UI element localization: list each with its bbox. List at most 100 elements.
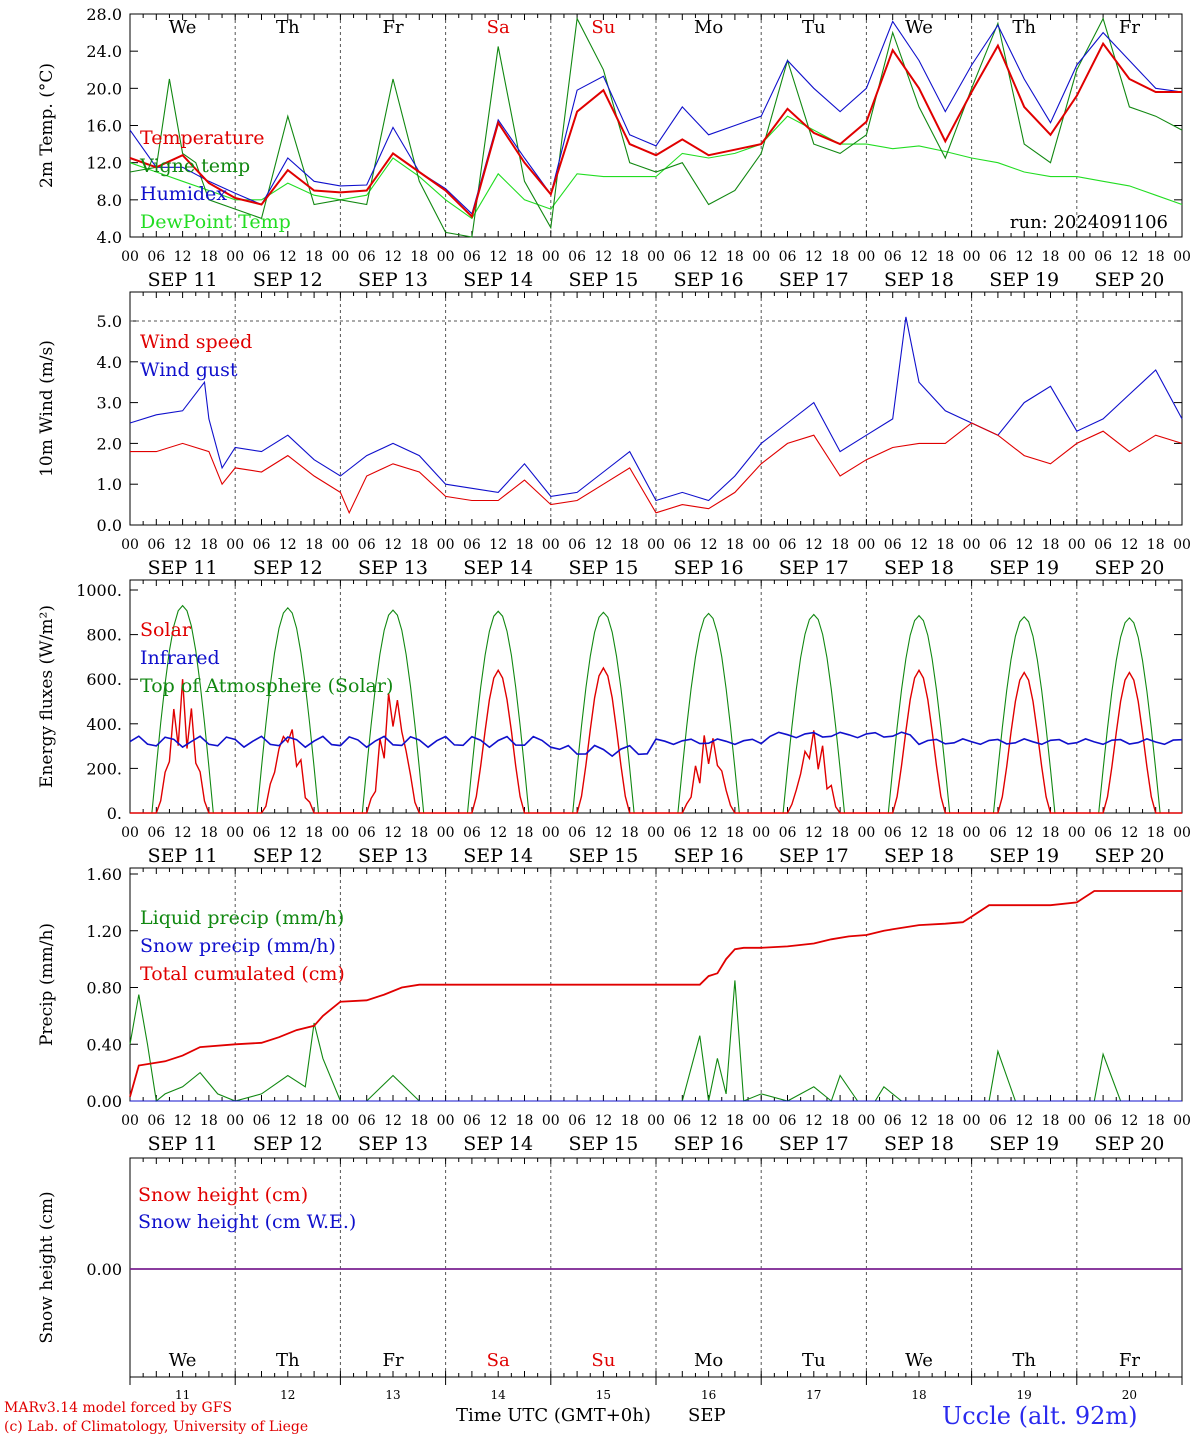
hour-label: 00	[963, 825, 981, 841]
hour-label: 00	[963, 537, 981, 553]
footer-time-label: Time UTC (GMT+0h)	[456, 1405, 651, 1426]
date-label: SEP 12	[253, 845, 323, 867]
hour-label: 12	[279, 537, 297, 553]
hour-label: 18	[516, 1113, 534, 1129]
y-axis-label: Snow height (cm)	[37, 1191, 57, 1343]
weekday-label: Su	[591, 1350, 615, 1371]
hour-label: 00	[857, 537, 875, 553]
date-label: SEP 13	[358, 1133, 428, 1155]
hour-label: 00	[857, 1113, 875, 1129]
hour-label: 00	[226, 1113, 244, 1129]
hour-label: 18	[516, 249, 534, 265]
footer-model: MARv3.14 model forced by GFS	[4, 1400, 233, 1416]
date-label: SEP 18	[884, 1133, 954, 1155]
date-label: SEP 13	[358, 557, 428, 579]
hour-label: 00	[226, 825, 244, 841]
hour-label: 18	[831, 249, 849, 265]
hour-label: 18	[200, 249, 218, 265]
legend-entry: Temperature	[140, 127, 264, 149]
hour-label: 00	[331, 249, 349, 265]
weekday-label: We	[169, 1350, 197, 1371]
hour-label: 18	[621, 825, 639, 841]
hour-label: 12	[1015, 537, 1033, 553]
hour-label: 00	[1068, 825, 1086, 841]
hour-label: 18	[516, 825, 534, 841]
series-solar	[130, 666, 1182, 814]
y-tick-label: 8.0	[97, 191, 122, 210]
hour-label: 12	[174, 1113, 192, 1129]
day-number-label: 12	[280, 1388, 295, 1402]
hour-label: 12	[700, 249, 718, 265]
hour-label: 00	[542, 1113, 560, 1129]
hour-label: 18	[936, 537, 954, 553]
weekday-label: We	[905, 1350, 933, 1371]
y-tick-label: 24.0	[86, 42, 122, 61]
date-label: SEP 20	[1094, 1133, 1164, 1155]
hour-label: 00	[121, 249, 139, 265]
weekday-label: We	[169, 17, 197, 38]
y-tick-label: 0.80	[86, 979, 122, 998]
hour-label: 18	[200, 825, 218, 841]
hour-label: 06	[568, 537, 586, 553]
hour-label: 00	[542, 537, 560, 553]
date-label: SEP 11	[148, 1133, 218, 1155]
date-label: SEP 16	[674, 1133, 744, 1155]
weekday-label: We	[905, 17, 933, 38]
legend-entry: Wind speed	[140, 331, 252, 353]
hour-label: 06	[884, 825, 902, 841]
hour-label: 00	[542, 825, 560, 841]
hour-label: 06	[1094, 537, 1112, 553]
hour-label: 00	[647, 1113, 665, 1129]
date-label: SEP 15	[568, 1133, 638, 1155]
hour-label: 06	[989, 249, 1007, 265]
hour-label: 12	[805, 825, 823, 841]
hour-label: 06	[989, 825, 1007, 841]
date-label: SEP 11	[148, 269, 218, 291]
legend-entry: Infrared	[140, 647, 220, 669]
weekday-label: Tu	[802, 17, 826, 38]
hour-label: 18	[936, 825, 954, 841]
hour-label: 18	[200, 1113, 218, 1129]
weekday-label: Mo	[694, 1350, 723, 1371]
date-label: SEP 15	[568, 269, 638, 291]
date-label: SEP 15	[568, 557, 638, 579]
weekday-label: Mo	[694, 17, 723, 38]
weekday-label: Th	[1012, 17, 1036, 38]
series-0	[130, 422, 1183, 515]
hour-label: 00	[331, 1113, 349, 1129]
hour-label: 06	[463, 249, 481, 265]
hour-label: 06	[358, 1113, 376, 1129]
hour-label: 06	[358, 825, 376, 841]
hour-label: 18	[831, 825, 849, 841]
date-label: SEP 12	[253, 1133, 323, 1155]
hour-label: 18	[1147, 1113, 1165, 1129]
legend-entry: Snow height (cm)	[138, 1184, 308, 1206]
date-label: SEP 16	[674, 557, 744, 579]
date-label: SEP 13	[358, 845, 428, 867]
hour-label: 06	[673, 537, 691, 553]
hour-label: 00	[647, 825, 665, 841]
day-number-label: 13	[385, 1388, 400, 1402]
date-label: SEP 19	[989, 269, 1059, 291]
hour-label: 18	[726, 825, 744, 841]
hour-label: 06	[463, 825, 481, 841]
hour-label: 00	[752, 537, 770, 553]
hour-label: 06	[253, 249, 271, 265]
hour-label: 06	[884, 249, 902, 265]
y-tick-label: 1.20	[86, 922, 122, 941]
hour-label: 18	[936, 1113, 954, 1129]
hour-label: 00	[437, 825, 455, 841]
day-number-label: 14	[491, 1388, 507, 1402]
y-tick-label: 16.0	[86, 117, 122, 136]
date-label: SEP 19	[989, 557, 1059, 579]
footer-station: Uccle (alt. 92m)	[942, 1402, 1138, 1430]
hour-label: 18	[831, 1113, 849, 1129]
hour-label: 12	[1120, 537, 1138, 553]
hour-label: 12	[489, 249, 507, 265]
hour-label: 00	[647, 249, 665, 265]
y-axis-label: 2m Temp. (°C)	[37, 63, 57, 188]
hour-label: 00	[1068, 249, 1086, 265]
hour-label: 18	[621, 537, 639, 553]
hour-label: 06	[358, 537, 376, 553]
hour-label: 00	[1173, 249, 1191, 265]
